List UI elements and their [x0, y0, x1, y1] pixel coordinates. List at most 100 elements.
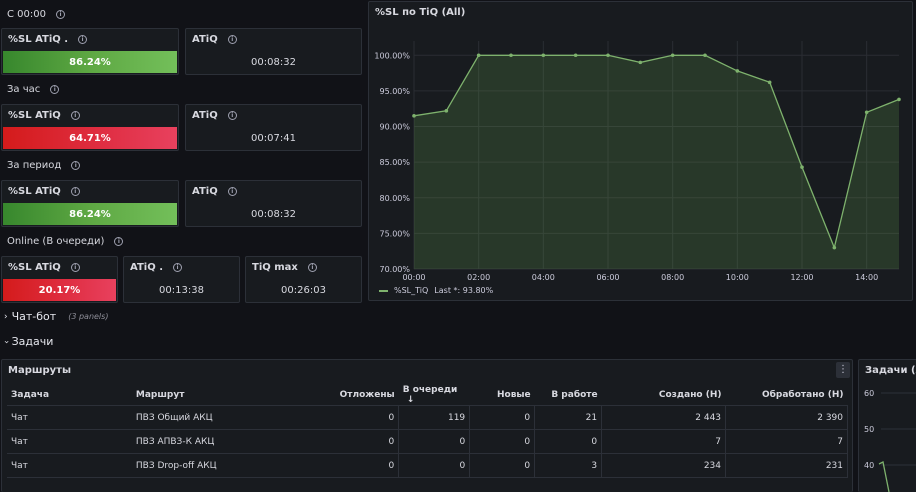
- info-icon[interactable]: i: [70, 111, 80, 120]
- routes-panel[interactable]: Маршруты ⋮ Задача Маршрут Отложены В оче…: [1, 359, 853, 492]
- table-cell: ПВЗ Drop-off АКЦ: [131, 453, 327, 478]
- col-header-postponed[interactable]: Отложены: [326, 385, 399, 406]
- section-tasks[interactable]: › Задачи: [0, 335, 54, 348]
- tasks-tick-60: 60: [864, 389, 874, 398]
- stat-panel-sl-atiq-online[interactable]: %SL ATiQ i 20.17%: [1, 256, 118, 303]
- table-cell: 2 390: [725, 405, 848, 430]
- data-point[interactable]: [703, 53, 707, 58]
- tasks-tick-50: 50: [864, 425, 874, 434]
- stat-value-bar: 20.17%: [3, 279, 116, 301]
- table-cell: 0: [469, 453, 536, 478]
- stat-panel-atiq-online[interactable]: ATiQ .i 00:13:38: [123, 256, 240, 303]
- col-header-in-work[interactable]: В работе: [534, 385, 602, 406]
- data-point[interactable]: [832, 245, 837, 250]
- table-row[interactable]: Чат ПВЗ Drop-off АКЦ 0 0 0 3 234 231: [7, 453, 848, 478]
- routes-title: Маршруты: [8, 365, 71, 376]
- section-chatbot[interactable]: › Чат-бот (3 panels): [4, 310, 109, 323]
- table-cell: 119: [398, 405, 471, 430]
- stat-value: 00:13:38: [159, 285, 204, 296]
- stat-value-bar: 86.24%: [3, 51, 177, 73]
- data-point[interactable]: [864, 110, 869, 115]
- row-title-since-midnight: С 00:00 i: [7, 9, 65, 20]
- table-row[interactable]: Чат ПВЗ Общий АКЦ 0 119 0 21 2 443 2 390: [7, 405, 848, 430]
- x-tick-label: 02:00: [467, 273, 490, 282]
- info-icon[interactable]: i: [227, 187, 237, 196]
- table-cell: 0: [469, 405, 536, 430]
- data-point[interactable]: [444, 109, 449, 113]
- stat-panel-atiq-hour[interactable]: ATiQ i 00:07:41: [185, 104, 362, 151]
- col-header-task[interactable]: Задача: [7, 385, 132, 406]
- data-point[interactable]: [509, 53, 513, 58]
- chart-panel-sl-tiq[interactable]: %SL по TiQ (All) 100.00% 95.00% 90.00% 85.0…: [368, 1, 913, 301]
- data-point[interactable]: [800, 165, 804, 169]
- table-header-row: Задача Маршрут Отложены В очереди ↓ Новы…: [7, 385, 848, 406]
- table-cell: 0: [326, 453, 400, 478]
- x-tick-label: 06:00: [596, 273, 619, 282]
- data-point[interactable]: [767, 80, 772, 85]
- col-header-in-queue[interactable]: В очереди ↓: [398, 385, 470, 406]
- stat-value: 00:26:03: [281, 285, 326, 296]
- info-icon[interactable]: i: [227, 111, 237, 120]
- info-icon[interactable]: i: [173, 263, 182, 272]
- stat-value-bar: 64.71%: [3, 127, 177, 149]
- chart-legend[interactable]: %SL_TiQ Last *: 93.80%: [379, 286, 493, 295]
- tasks-tick-40: 40: [864, 461, 874, 470]
- col-header-new[interactable]: Новые: [469, 385, 535, 406]
- y-tick-label: 85.00%: [379, 158, 410, 167]
- table-cell: ПВЗ АПВЗ-К АКЦ: [131, 429, 327, 454]
- stat-panel-sl-atiq-period[interactable]: %SL ATiQ i 86.24%: [1, 180, 179, 227]
- info-icon[interactable]: i: [307, 263, 317, 272]
- info-icon[interactable]: i: [78, 35, 88, 44]
- table-cell: 7: [601, 429, 727, 454]
- table-cell: 234: [601, 453, 727, 478]
- info-icon[interactable]: i: [70, 187, 80, 196]
- x-tick-label: 08:00: [661, 273, 684, 282]
- table-cell: Чат: [7, 429, 132, 454]
- stat-value-bar: 86.24%: [3, 203, 177, 225]
- data-point[interactable]: [541, 53, 546, 58]
- row-title-online: Online (В очереди) i: [7, 236, 124, 247]
- info-icon[interactable]: i: [227, 35, 237, 44]
- info-icon[interactable]: i: [71, 161, 81, 170]
- stat-panel-atiq-period[interactable]: ATiQ i 00:08:32: [185, 180, 362, 227]
- data-point[interactable]: [476, 53, 481, 58]
- chart-title: %SL по TiQ (All): [375, 7, 466, 18]
- x-tick-label: 12:00: [790, 273, 813, 282]
- table-cell: ПВЗ Общий АКЦ: [131, 405, 327, 430]
- info-icon[interactable]: i: [114, 237, 124, 246]
- stat-panel-atiq-today[interactable]: ATiQ i 00:08:32: [185, 28, 362, 75]
- legend-last-value: Last *: 93.80%: [434, 286, 494, 295]
- stat-panel-sl-atiq-today[interactable]: %SL ATiQ .i 86.24%: [1, 28, 179, 75]
- data-point[interactable]: [606, 53, 610, 58]
- data-point[interactable]: [897, 97, 901, 102]
- stat-panel-tiq-max[interactable]: TiQ max i 00:26:03: [245, 256, 362, 303]
- table-cell: 231: [725, 453, 848, 478]
- info-icon[interactable]: i: [50, 85, 60, 94]
- data-point[interactable]: [670, 53, 675, 58]
- kebab-icon[interactable]: ⋮: [836, 362, 850, 378]
- stat-panel-sl-atiq-hour[interactable]: %SL ATiQ i 64.71%: [1, 104, 179, 151]
- table-cell: 3: [534, 453, 603, 478]
- table-cell: 2 443: [601, 405, 727, 430]
- col-header-created[interactable]: Создано (Н): [601, 385, 726, 406]
- tasks-chart-panel[interactable]: Задачи (All 60 50 40: [858, 359, 916, 492]
- sl-tiq-chart: 100.00% 95.00% 90.00% 85.00% 80.00% 75.00% 70.…: [374, 41, 901, 282]
- table-cell: 0: [469, 429, 536, 454]
- routes-table: Задача Маршрут Отложены В очереди ↓ Новы…: [7, 385, 848, 478]
- data-point[interactable]: [735, 69, 740, 73]
- table-cell: 7: [725, 429, 848, 454]
- x-tick-label: 00:00: [402, 273, 425, 282]
- x-tick-label: 10:00: [726, 273, 749, 282]
- info-icon[interactable]: i: [70, 263, 80, 272]
- data-point[interactable]: [412, 114, 416, 118]
- table-cell: 21: [534, 405, 603, 430]
- table-cell: 0: [534, 429, 603, 454]
- data-point[interactable]: [573, 53, 578, 58]
- col-header-processed[interactable]: Обработано (Н): [725, 385, 848, 406]
- table-row[interactable]: Чат ПВЗ АПВЗ-К АКЦ 0 0 0 0 7 7: [7, 429, 848, 454]
- col-header-route[interactable]: Маршрут: [131, 385, 327, 406]
- stat-value: 00:08:32: [251, 209, 296, 220]
- data-point[interactable]: [638, 60, 643, 65]
- info-icon[interactable]: i: [55, 10, 65, 19]
- y-tick-label: 80.00%: [379, 194, 410, 203]
